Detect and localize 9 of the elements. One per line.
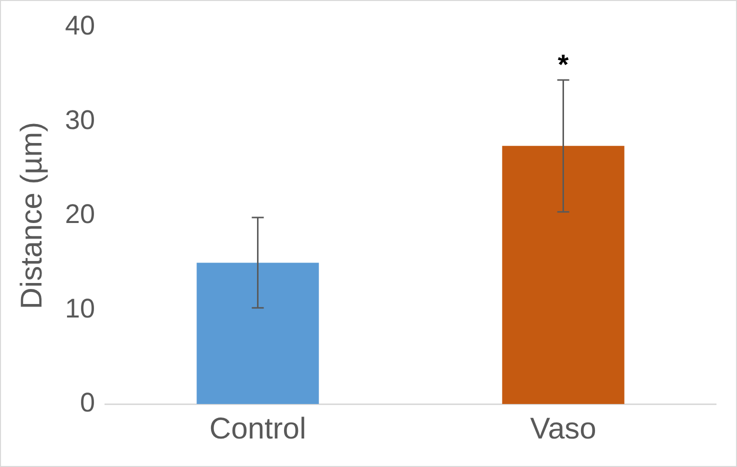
y-tick-label: 30	[64, 104, 96, 135]
x-tick-label: Control	[209, 412, 306, 446]
y-tick-label: 0	[80, 387, 96, 418]
x-tick-label: Vaso	[530, 412, 596, 446]
y-axis-title: Distance (µm)	[15, 122, 48, 310]
y-tick-label: 10	[64, 293, 96, 324]
annotation: *	[558, 48, 569, 80]
y-tick-label: 20	[64, 199, 96, 230]
y-tick-label: 40	[64, 10, 96, 41]
